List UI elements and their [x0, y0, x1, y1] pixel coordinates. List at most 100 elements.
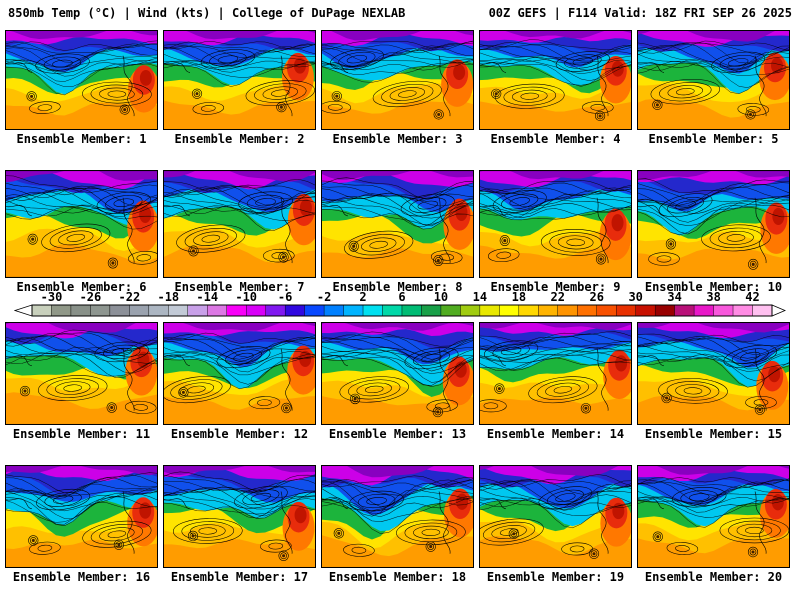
- colorbar-segment: [284, 304, 305, 317]
- ensemble-panel-cell: Ensemble Member: 11: [5, 322, 158, 443]
- ensemble-map: [637, 170, 790, 278]
- ensemble-member-label: Ensemble Member: 15: [644, 427, 783, 441]
- ensemble-member-label: Ensemble Member: 17: [170, 570, 309, 584]
- colorbar-tick: -10: [235, 290, 258, 304]
- colorbar-segment: [109, 304, 130, 317]
- colorbar-segment: [440, 304, 461, 317]
- colorbar-tick: 10: [433, 290, 449, 304]
- colorbar-segment: [499, 304, 520, 317]
- ensemble-member-label: Ensemble Member: 10: [644, 280, 783, 294]
- ensemble-panel-cell: Ensemble Member: 9: [479, 170, 632, 296]
- ensemble-member-label: Ensemble Member: 2: [174, 132, 305, 146]
- colorbar-tick: 18: [511, 290, 527, 304]
- colorbar-segment: [265, 304, 286, 317]
- colorbar-segment: [401, 304, 422, 317]
- ensemble-panel-cell: Ensemble Member: 4: [479, 30, 632, 148]
- ensemble-member-label: Ensemble Member: 9: [490, 280, 621, 294]
- colorbar-segment: [382, 304, 403, 317]
- ensemble-map: [637, 465, 790, 568]
- colorbar-segment: [207, 304, 227, 317]
- model-run-info: 00Z GEFS | F114 Valid: 18Z FRI SEP 26 20…: [488, 6, 792, 20]
- ensemble-panel-cell: Ensemble Member: 15: [637, 322, 790, 443]
- ensemble-map: [163, 170, 316, 278]
- ensemble-map: [163, 465, 316, 568]
- ensemble-panel-cell: Ensemble Member: 7: [163, 170, 316, 296]
- ensemble-panel-cell: Ensemble Member: 10: [637, 170, 790, 296]
- colorbar-segment: [460, 304, 481, 317]
- ensemble-panel-cell: Ensemble Member: 3: [321, 30, 474, 148]
- ensemble-panel-cell: Ensemble Member: 6: [5, 170, 158, 296]
- colorbar-segment: [148, 304, 169, 317]
- ensemble-map: [479, 30, 632, 130]
- ensemble-map: [321, 170, 474, 278]
- ensemble-map: [479, 170, 632, 278]
- colorbar-tick: -6: [277, 290, 293, 304]
- colorbar-tick: -30: [40, 290, 63, 304]
- ensemble-member-label: Ensemble Member: 13: [328, 427, 467, 441]
- ensemble-panel-cell: Ensemble Member: 12: [163, 322, 316, 443]
- colorbar-segment: [538, 304, 559, 317]
- colorbar-tick: 34: [667, 290, 682, 304]
- colorbar-segment: [51, 304, 72, 317]
- ensemble-map: [5, 170, 158, 278]
- ensemble-member-label: Ensemble Member: 8: [332, 280, 463, 294]
- colorbar-segment: [752, 304, 773, 317]
- ensemble-panel-cell: Ensemble Member: 14: [479, 322, 632, 443]
- ensemble-member-label: Ensemble Member: 5: [648, 132, 779, 146]
- colorbar-segment: [713, 304, 734, 317]
- colorbar-segment: [596, 304, 617, 317]
- ensemble-panel-cell: Ensemble Member: 5: [637, 30, 790, 148]
- product-title: 850mb Temp (°C) | Wind (kts) | College o…: [8, 6, 406, 20]
- ensemble-map: [479, 465, 632, 568]
- ensemble-member-label: Ensemble Member: 14: [486, 427, 625, 441]
- colorbar-segment: [31, 304, 52, 317]
- ensemble-member-label: Ensemble Member: 3: [332, 132, 463, 146]
- ensemble-map: [479, 322, 632, 425]
- ensemble-map: [163, 322, 316, 425]
- ensemble-map: [637, 322, 790, 425]
- colorbar-tick: 26: [589, 290, 604, 304]
- colorbar-segment: [323, 304, 344, 317]
- colorbar-tick: 42: [745, 290, 760, 304]
- ensemble-panel-cell: Ensemble Member: 8: [321, 170, 474, 296]
- colorbar-segment: [343, 304, 364, 317]
- colorbar-segment: [304, 304, 325, 317]
- colorbar-tick: 22: [550, 290, 566, 304]
- colorbar-segment: [246, 304, 266, 317]
- colorbar-segment: [362, 304, 383, 317]
- colorbar-scale: [14, 304, 786, 317]
- colorbar-segment: [90, 304, 111, 317]
- colorbar-segment: [557, 304, 578, 317]
- colorbar-segment: [421, 304, 442, 317]
- colorbar-segment: [129, 304, 150, 317]
- colorbar-tick: -18: [157, 290, 180, 304]
- ensemble-map: [637, 30, 790, 130]
- colorbar-tick: -26: [79, 290, 102, 304]
- ensemble-map: [321, 322, 474, 425]
- ensemble-member-label: Ensemble Member: 16: [12, 570, 151, 584]
- colorbar-tick: -14: [196, 290, 219, 304]
- ensemble-map: [5, 465, 158, 568]
- ensemble-map: [5, 30, 158, 130]
- ensemble-panel-cell: Ensemble Member: 20: [637, 465, 790, 586]
- ensemble-panel-cell: Ensemble Member: 16: [5, 465, 158, 586]
- colorbar-segment: [168, 304, 189, 317]
- colorbar-segment: [616, 304, 636, 317]
- ensemble-member-label: Ensemble Member: 7: [174, 280, 305, 294]
- colorbar-segment: [187, 304, 208, 317]
- colorbar-tick: 6: [398, 290, 406, 304]
- colorbar-segment: [635, 304, 656, 317]
- ensemble-map: [321, 30, 474, 130]
- ensemble-panel-cell: Ensemble Member: 19: [479, 465, 632, 586]
- colorbar-segment: [693, 304, 714, 317]
- ensemble-panel-cell: Ensemble Member: 2: [163, 30, 316, 148]
- colorbar-tick: 30: [628, 290, 643, 304]
- colorbar-segment: [732, 304, 753, 317]
- colorbar-tick: -2: [316, 290, 332, 304]
- colorbar-segment: [518, 304, 539, 317]
- ensemble-member-label: Ensemble Member: 4: [490, 132, 621, 146]
- colorbar-segment: [577, 304, 597, 317]
- colorbar-tick: 38: [706, 290, 721, 304]
- ensemble-member-label: Ensemble Member: 1: [16, 132, 147, 146]
